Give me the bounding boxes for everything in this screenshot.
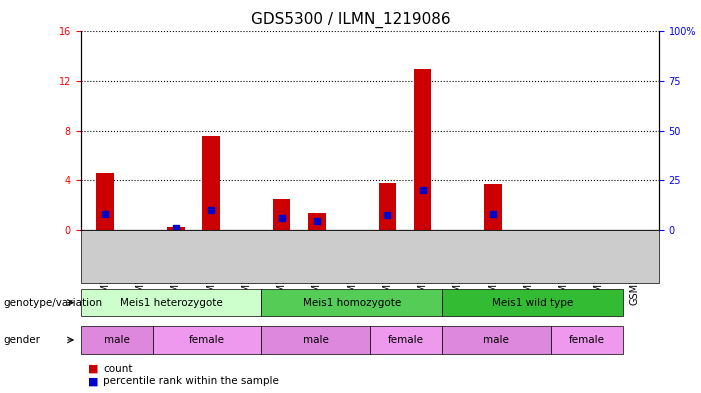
Bar xyxy=(273,199,290,230)
Text: male: male xyxy=(484,335,509,345)
Text: Meis1 homozygote: Meis1 homozygote xyxy=(303,298,401,308)
Text: count: count xyxy=(103,364,132,374)
Text: ■: ■ xyxy=(88,376,98,386)
Text: male: male xyxy=(104,335,130,345)
Bar xyxy=(414,69,432,230)
Text: female: female xyxy=(569,335,605,345)
Bar xyxy=(379,183,396,230)
Bar xyxy=(97,173,114,230)
Text: female: female xyxy=(388,335,424,345)
Text: female: female xyxy=(189,335,225,345)
Text: male: male xyxy=(303,335,329,345)
Bar xyxy=(167,228,184,230)
Text: GDS5300 / ILMN_1219086: GDS5300 / ILMN_1219086 xyxy=(251,12,450,28)
Text: ■: ■ xyxy=(88,364,98,374)
Text: gender: gender xyxy=(4,335,41,345)
Text: genotype/variation: genotype/variation xyxy=(4,298,102,308)
Bar xyxy=(308,213,326,230)
Text: percentile rank within the sample: percentile rank within the sample xyxy=(103,376,279,386)
Bar xyxy=(203,136,220,230)
Text: Meis1 wild type: Meis1 wild type xyxy=(492,298,573,308)
Bar xyxy=(484,184,502,230)
Text: Meis1 heterozygote: Meis1 heterozygote xyxy=(120,298,222,308)
